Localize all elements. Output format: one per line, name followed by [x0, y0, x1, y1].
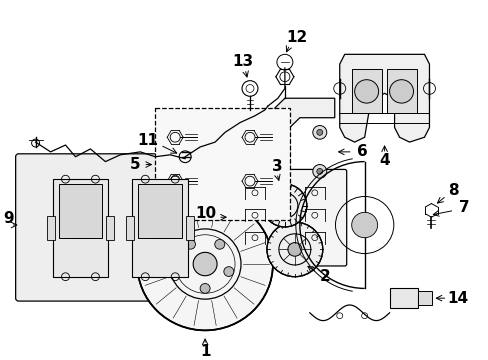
Circle shape — [354, 80, 378, 103]
Text: 6: 6 — [357, 144, 367, 159]
Polygon shape — [339, 54, 428, 142]
Polygon shape — [269, 98, 334, 206]
FancyBboxPatch shape — [227, 170, 346, 266]
Bar — [106, 216, 114, 240]
Circle shape — [266, 222, 322, 277]
Bar — [186, 216, 194, 240]
Bar — [138, 184, 182, 238]
Circle shape — [185, 239, 195, 249]
Text: 1: 1 — [200, 344, 210, 359]
Bar — [132, 179, 188, 277]
Circle shape — [389, 80, 413, 103]
Bar — [386, 69, 416, 113]
Text: 2: 2 — [319, 269, 329, 284]
FancyBboxPatch shape — [16, 154, 236, 301]
Text: 14: 14 — [446, 291, 467, 306]
Circle shape — [137, 198, 272, 330]
Circle shape — [214, 239, 224, 249]
Circle shape — [316, 130, 322, 135]
Bar — [389, 288, 417, 308]
Circle shape — [200, 284, 210, 293]
Text: 5: 5 — [130, 157, 141, 172]
Circle shape — [312, 126, 326, 139]
Bar — [417, 291, 431, 305]
Text: 13: 13 — [232, 54, 253, 69]
Circle shape — [193, 252, 217, 276]
Text: 3: 3 — [271, 159, 282, 174]
Bar — [59, 184, 102, 238]
Bar — [155, 108, 289, 220]
Circle shape — [312, 165, 326, 178]
Circle shape — [287, 243, 301, 256]
Text: 7: 7 — [458, 200, 469, 215]
Text: 8: 8 — [447, 183, 458, 198]
Bar — [351, 69, 381, 113]
Text: 12: 12 — [285, 30, 307, 45]
Text: 4: 4 — [379, 153, 389, 168]
Circle shape — [351, 212, 377, 238]
Bar — [46, 216, 55, 240]
Circle shape — [263, 184, 306, 227]
Text: 10: 10 — [195, 206, 216, 221]
Bar — [52, 179, 108, 277]
Text: 11: 11 — [138, 133, 159, 148]
Circle shape — [224, 267, 233, 276]
Bar — [126, 216, 134, 240]
Circle shape — [316, 168, 322, 174]
Text: 9: 9 — [3, 211, 14, 226]
Circle shape — [176, 267, 186, 276]
